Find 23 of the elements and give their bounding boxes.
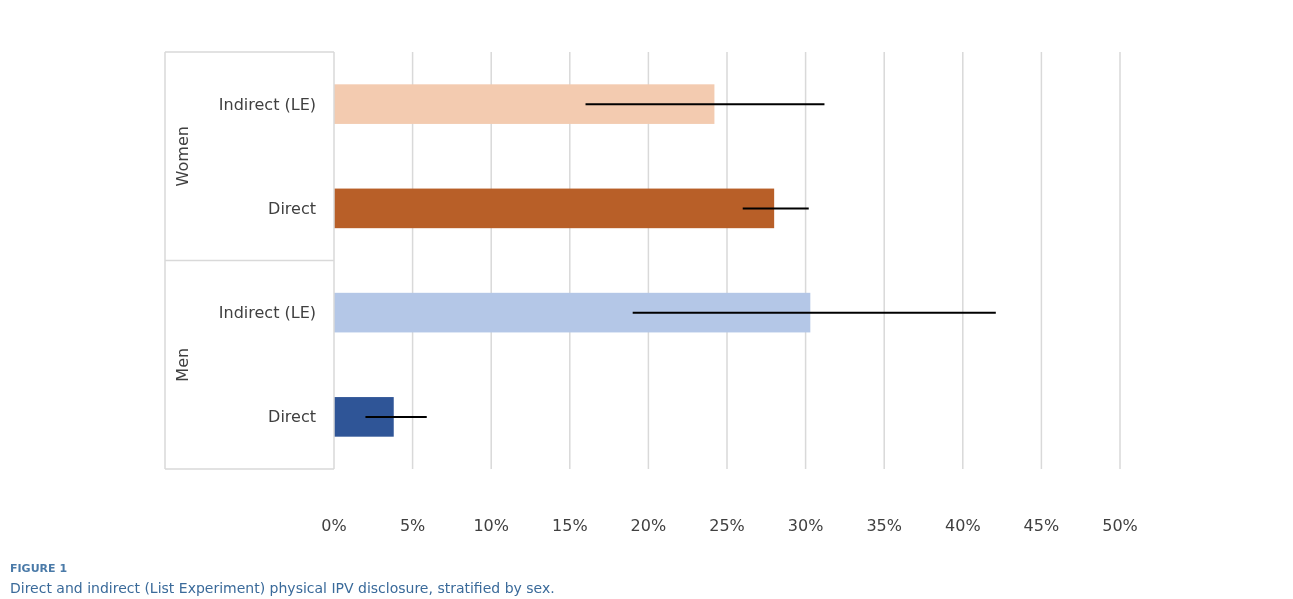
x-tick-label: 5% bbox=[399, 515, 426, 535]
y-tick-label: Indirect (LE) bbox=[218, 303, 316, 323]
bar bbox=[334, 84, 715, 124]
x-tick-label: 40% bbox=[945, 515, 981, 535]
x-tick-label: 25% bbox=[709, 515, 745, 535]
x-tick-label: 15% bbox=[552, 515, 588, 535]
x-tick-label: 30% bbox=[787, 515, 824, 535]
caption: FIGURE 1 bbox=[10, 562, 68, 575]
bar bbox=[334, 292, 811, 333]
x-tick-label: 35% bbox=[866, 515, 902, 535]
text: Men bbox=[173, 347, 192, 382]
y-tick-label: Direct bbox=[268, 198, 316, 218]
x-tick-label: 0% bbox=[321, 515, 347, 535]
y-tick-label: Direct bbox=[268, 407, 316, 427]
x-tick-label: 45% bbox=[1023, 515, 1060, 535]
x-tick-label: 50% bbox=[1102, 515, 1138, 535]
y-tick-label: Indirect (LE) bbox=[218, 94, 316, 114]
x-tick-label: 10% bbox=[473, 515, 509, 535]
bar bbox=[334, 397, 394, 437]
text: Direct and indirect (List Experiment) physical IPV disclosure, stratified by sex. bbox=[10, 580, 555, 596]
bar bbox=[334, 188, 775, 229]
text: Women bbox=[173, 126, 192, 187]
x-tick-label: 20% bbox=[630, 515, 667, 535]
